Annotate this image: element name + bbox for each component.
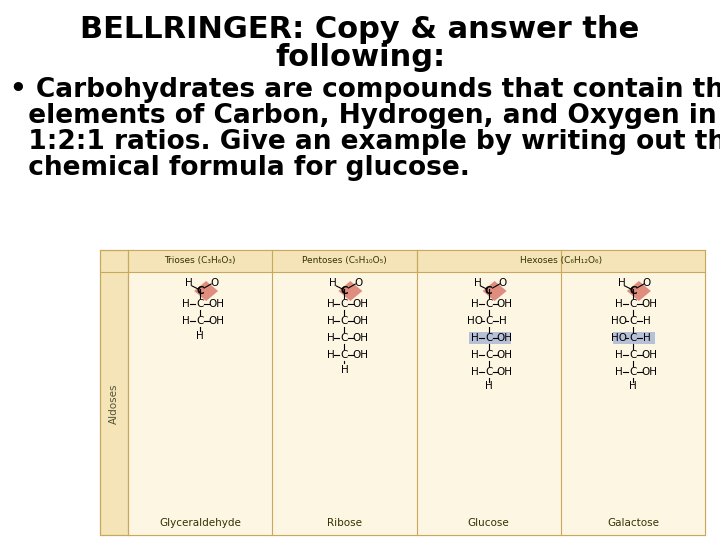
Text: OH: OH xyxy=(352,316,369,326)
Text: H: H xyxy=(341,365,348,375)
Text: OH: OH xyxy=(641,367,657,377)
Text: OH: OH xyxy=(497,350,513,360)
Text: H: H xyxy=(618,278,626,288)
Text: C: C xyxy=(629,333,636,343)
Text: C: C xyxy=(629,316,636,326)
Text: H: H xyxy=(326,333,334,343)
Text: C: C xyxy=(485,286,492,296)
Text: OH: OH xyxy=(641,299,657,309)
Text: BELLRINGER: Copy & answer the: BELLRINGER: Copy & answer the xyxy=(81,16,639,44)
Text: C: C xyxy=(341,316,348,326)
Text: Galactose: Galactose xyxy=(607,518,659,528)
Text: C: C xyxy=(629,299,636,309)
Text: C: C xyxy=(485,367,492,377)
Text: OH: OH xyxy=(208,316,224,326)
Text: H: H xyxy=(643,316,651,326)
FancyBboxPatch shape xyxy=(613,332,655,344)
Text: Ribose: Ribose xyxy=(327,518,362,528)
Text: Pentoses (C₅H₁₀O₅): Pentoses (C₅H₁₀O₅) xyxy=(302,256,387,266)
Text: O: O xyxy=(643,278,651,288)
FancyBboxPatch shape xyxy=(128,250,705,272)
Polygon shape xyxy=(482,281,507,301)
Text: O: O xyxy=(354,278,362,288)
Text: C: C xyxy=(197,299,204,309)
Text: OH: OH xyxy=(352,333,369,343)
Text: HO: HO xyxy=(611,316,627,326)
Text: C: C xyxy=(485,316,492,326)
Text: H: H xyxy=(643,333,651,343)
Polygon shape xyxy=(627,281,651,301)
Text: C: C xyxy=(341,333,348,343)
Polygon shape xyxy=(338,281,362,301)
Text: HO: HO xyxy=(611,333,627,343)
Text: C: C xyxy=(341,350,348,360)
Text: H: H xyxy=(471,350,479,360)
FancyBboxPatch shape xyxy=(469,332,510,344)
Text: OH: OH xyxy=(641,350,657,360)
Text: C: C xyxy=(341,286,348,296)
Text: OH: OH xyxy=(352,350,369,360)
Text: H: H xyxy=(499,316,506,326)
Text: Glucose: Glucose xyxy=(468,518,510,528)
Text: following:: following: xyxy=(275,44,445,72)
Text: HO: HO xyxy=(467,316,482,326)
Text: OH: OH xyxy=(497,367,513,377)
Text: H: H xyxy=(471,333,479,343)
Text: H: H xyxy=(629,381,636,391)
Text: H: H xyxy=(474,278,482,288)
Text: chemical formula for glucose.: chemical formula for glucose. xyxy=(10,155,470,181)
Text: C: C xyxy=(197,316,204,326)
Text: H: H xyxy=(182,316,190,326)
Text: C: C xyxy=(629,367,636,377)
FancyBboxPatch shape xyxy=(100,250,705,535)
Text: O: O xyxy=(210,278,218,288)
Text: C: C xyxy=(629,286,636,296)
Text: H: H xyxy=(471,299,479,309)
Text: Aldoses: Aldoses xyxy=(109,383,119,424)
Text: H: H xyxy=(326,316,334,326)
Text: H: H xyxy=(615,350,623,360)
Text: 1:2:1 ratios. Give an example by writing out the: 1:2:1 ratios. Give an example by writing… xyxy=(10,129,720,155)
Polygon shape xyxy=(194,281,218,301)
Text: H: H xyxy=(185,278,193,288)
Text: C: C xyxy=(341,299,348,309)
Text: elements of Carbon, Hydrogen, and Oxygen in: elements of Carbon, Hydrogen, and Oxygen… xyxy=(10,103,716,129)
Text: H: H xyxy=(471,367,479,377)
Text: Trioses (C₃H₆O₃): Trioses (C₃H₆O₃) xyxy=(164,256,236,266)
Text: H: H xyxy=(182,299,190,309)
Text: O: O xyxy=(498,278,507,288)
Text: H: H xyxy=(326,299,334,309)
Text: OH: OH xyxy=(497,299,513,309)
Text: C: C xyxy=(197,286,204,296)
FancyBboxPatch shape xyxy=(128,272,705,535)
Text: H: H xyxy=(326,350,334,360)
Text: H: H xyxy=(485,381,492,391)
Text: OH: OH xyxy=(497,333,513,343)
Text: Hexoses (C₆H₁₂O₆): Hexoses (C₆H₁₂O₆) xyxy=(520,256,602,266)
Text: Glyceraldehyde: Glyceraldehyde xyxy=(159,518,241,528)
Text: OH: OH xyxy=(208,299,224,309)
Text: H: H xyxy=(330,278,337,288)
Text: C: C xyxy=(485,299,492,309)
Text: • Carbohydrates are compounds that contain the: • Carbohydrates are compounds that conta… xyxy=(10,77,720,103)
Text: H: H xyxy=(615,367,623,377)
Text: OH: OH xyxy=(352,299,369,309)
Text: C: C xyxy=(629,350,636,360)
Text: C: C xyxy=(485,350,492,360)
Text: C: C xyxy=(485,333,492,343)
Text: H: H xyxy=(615,299,623,309)
Text: H: H xyxy=(197,331,204,341)
